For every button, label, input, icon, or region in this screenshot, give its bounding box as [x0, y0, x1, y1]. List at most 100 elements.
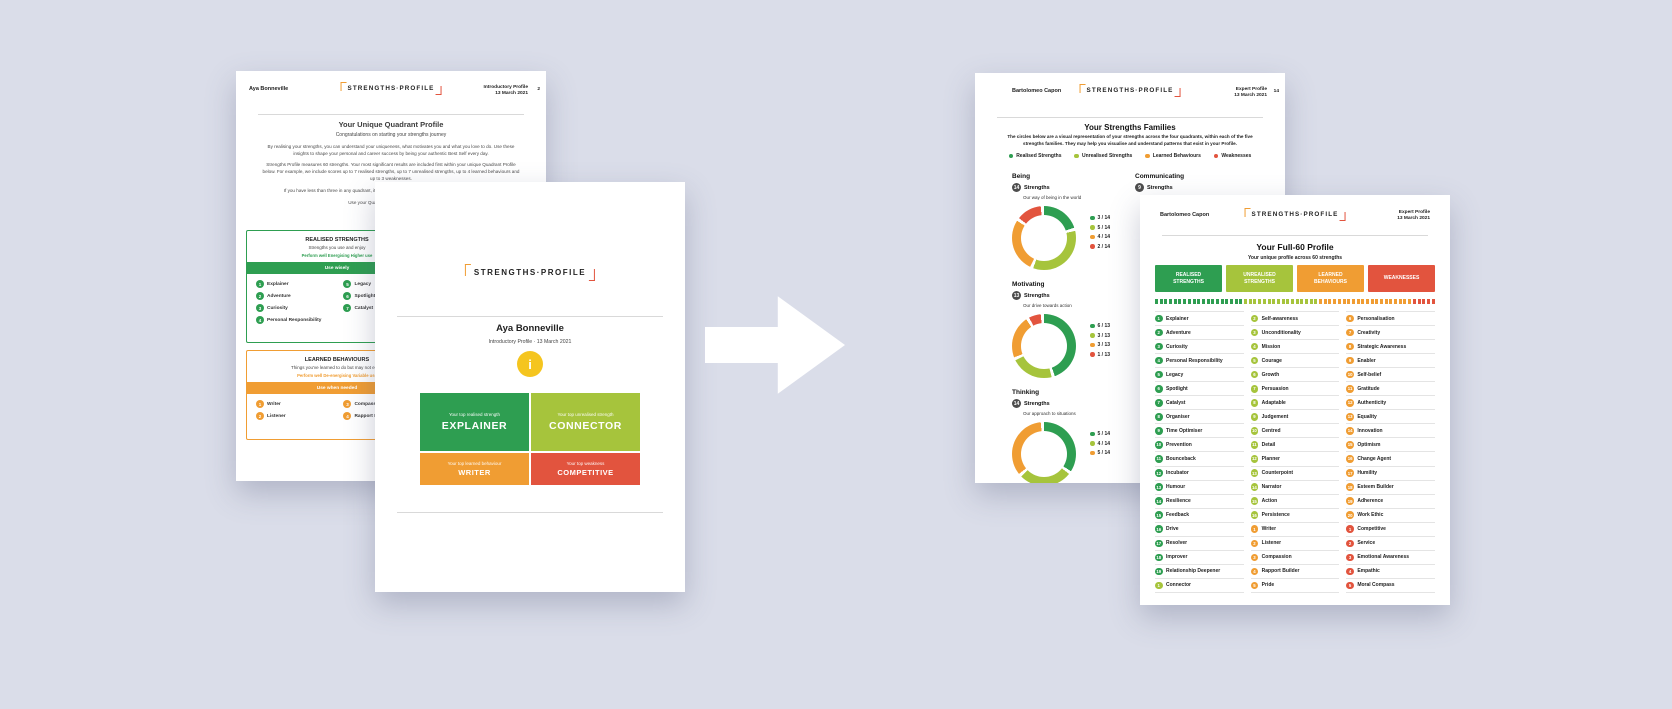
strength-label: Centred [1261, 427, 1281, 434]
rank-tick [1403, 299, 1407, 304]
strength-label: Detail [1261, 441, 1276, 448]
strength-list-column: 1 Writer 2 Listener [256, 400, 343, 420]
strength-row: 19 Relationship Deepener [1155, 565, 1244, 579]
strength-item: 2 Listener [256, 412, 343, 420]
rank-badge: 2 [256, 412, 264, 420]
donut-legend-item: 4 / 14 [1090, 234, 1110, 240]
rank-tick [1337, 299, 1341, 304]
page-number: 14 [1273, 89, 1279, 94]
rank-tick [1159, 299, 1163, 304]
strength-row: 8 Organiser [1155, 410, 1244, 425]
donut-legend-item: 2 / 14 [1090, 244, 1110, 250]
page-full-60: Bartolomeo Capon STRENGTHS·PROFILE Exper… [1140, 195, 1450, 605]
rank-tick [1375, 299, 1379, 304]
strength-row: 8 Adaptable [1250, 396, 1340, 411]
rank-badge: 1 [256, 400, 264, 408]
rank-badge: 4 [1250, 567, 1259, 576]
quadrant-chip-green: REALISED STRENGTHS [1155, 265, 1222, 292]
strength-row: 11 Detail [1250, 438, 1340, 453]
rank-badge: 4 [1250, 342, 1259, 351]
rank-badge: 9 [1346, 356, 1354, 365]
donut-legend-item: 3 / 13 [1090, 333, 1110, 339]
family-description: Our approach to situations [1023, 411, 1076, 416]
strength-row: 16 Change Agent [1346, 452, 1435, 467]
count-badge: 9 [1135, 183, 1144, 192]
header-divider [1162, 235, 1428, 236]
rank-badge: 5 [1155, 370, 1163, 379]
segment-value: 3 / 14 [1097, 215, 1111, 221]
rank-tick [1431, 299, 1435, 304]
person-name: Aya Bonneville [496, 323, 564, 334]
rank-badge: 11 [1155, 455, 1163, 463]
quadrant-legend: Realised Strengths Unrealised Strengths Le… [975, 153, 1285, 159]
segment-value: 3 / 13 [1097, 342, 1111, 348]
strength-row: 2 Listener [1250, 537, 1340, 551]
quadrant-caption: Your top weakness [566, 460, 605, 466]
rank-tick [1333, 299, 1337, 304]
legend-item: Learned Behaviours [1145, 153, 1201, 159]
rank-tick [1206, 299, 1210, 304]
legend-dot-icon [1090, 244, 1095, 249]
box-items: 1 Explainer 2 Adventure 3 Curiosity 4 Personal … [247, 274, 427, 324]
strength-row: 17 Humility [1346, 467, 1435, 481]
rank-badge: 16 [1250, 511, 1259, 519]
strength-label: Self-awareness [1261, 315, 1299, 322]
strength-label: Curiosity [267, 305, 288, 311]
header-date: 13 March 2021 [1397, 216, 1430, 222]
legend-dot-icon [1008, 153, 1014, 159]
rank-badge: 5 [1346, 581, 1354, 590]
legend-label: Weaknesses [1221, 153, 1252, 159]
strength-label: Strategic Awareness [1357, 343, 1407, 350]
strength-row: 16 Persistence [1250, 509, 1340, 523]
strength-row: 10 Self-belief [1346, 368, 1435, 383]
family-being: Being 14 Strengths Our way of being in the … [1012, 173, 1162, 270]
quadrant-connector: Your top unrealised strength CONNECTOR [531, 393, 640, 451]
header-divider [258, 114, 524, 115]
rank-badge: 18 [1155, 553, 1163, 562]
rank-badge: 19 [1155, 567, 1163, 576]
segment-value: 5 / 14 [1097, 450, 1111, 456]
quadrant-competitive: Your top weakness COMPETITIVE [531, 453, 640, 485]
strength-item: 3 Compassion [343, 400, 390, 408]
family-donut-chart [1012, 206, 1076, 270]
rank-tick [1426, 299, 1430, 304]
donut-legend-item: 5 / 14 [1090, 431, 1110, 437]
legend-dot-icon [1090, 215, 1095, 221]
strength-label: Competitive [1357, 526, 1386, 533]
strength-row: 1 Explainer [1155, 312, 1244, 327]
rank-badge: 7 [343, 304, 352, 312]
divider [397, 512, 663, 513]
rank-badge: 2 [1346, 539, 1354, 548]
strength-item: 4 Rapport Builder [343, 412, 391, 420]
strength-label: Organiser [1166, 413, 1190, 420]
info-icon: i [517, 351, 543, 377]
strength-item: 3 Curiosity [256, 304, 343, 312]
strength-row: 2 Self-awareness [1250, 312, 1340, 327]
legend-dot-icon [1090, 333, 1095, 338]
strength-row: 10 Prevention [1155, 438, 1244, 453]
header-person-name: Bartolomeo Capon [1160, 212, 1210, 218]
rank-badge: 15 [1346, 441, 1354, 449]
strength-label: Feedback [1166, 512, 1190, 519]
rank-tick [1211, 299, 1215, 304]
segment-value: 1 / 13 [1097, 351, 1111, 358]
rank-tick [1253, 299, 1257, 304]
strength-row: 1 Connector [1155, 579, 1244, 593]
legend-label: Unrealised Strengths [1081, 153, 1133, 159]
rank-badge: 15 [1250, 497, 1259, 505]
strengths-profile-logo: STRENGTHS·PROFILE [464, 264, 596, 282]
family-name: Communicating [1135, 173, 1185, 180]
strength-item: 7 Catalyst [343, 304, 375, 312]
strength-label: Writer [1261, 526, 1277, 533]
strength-label: Improver [1166, 554, 1188, 561]
count-label: Strengths [1024, 400, 1050, 407]
rank-badge: 10 [1250, 427, 1259, 435]
family-name: Being [1012, 173, 1031, 180]
divider [397, 316, 663, 317]
strength-row: 10 Centred [1250, 424, 1340, 439]
rank-badge: 14 [1155, 497, 1163, 505]
strength-label: Adherence [1357, 498, 1384, 505]
rank-tick [1286, 299, 1290, 304]
strength-row: 17 Resolver [1155, 537, 1244, 551]
rank-badge: 6 [1250, 370, 1259, 379]
